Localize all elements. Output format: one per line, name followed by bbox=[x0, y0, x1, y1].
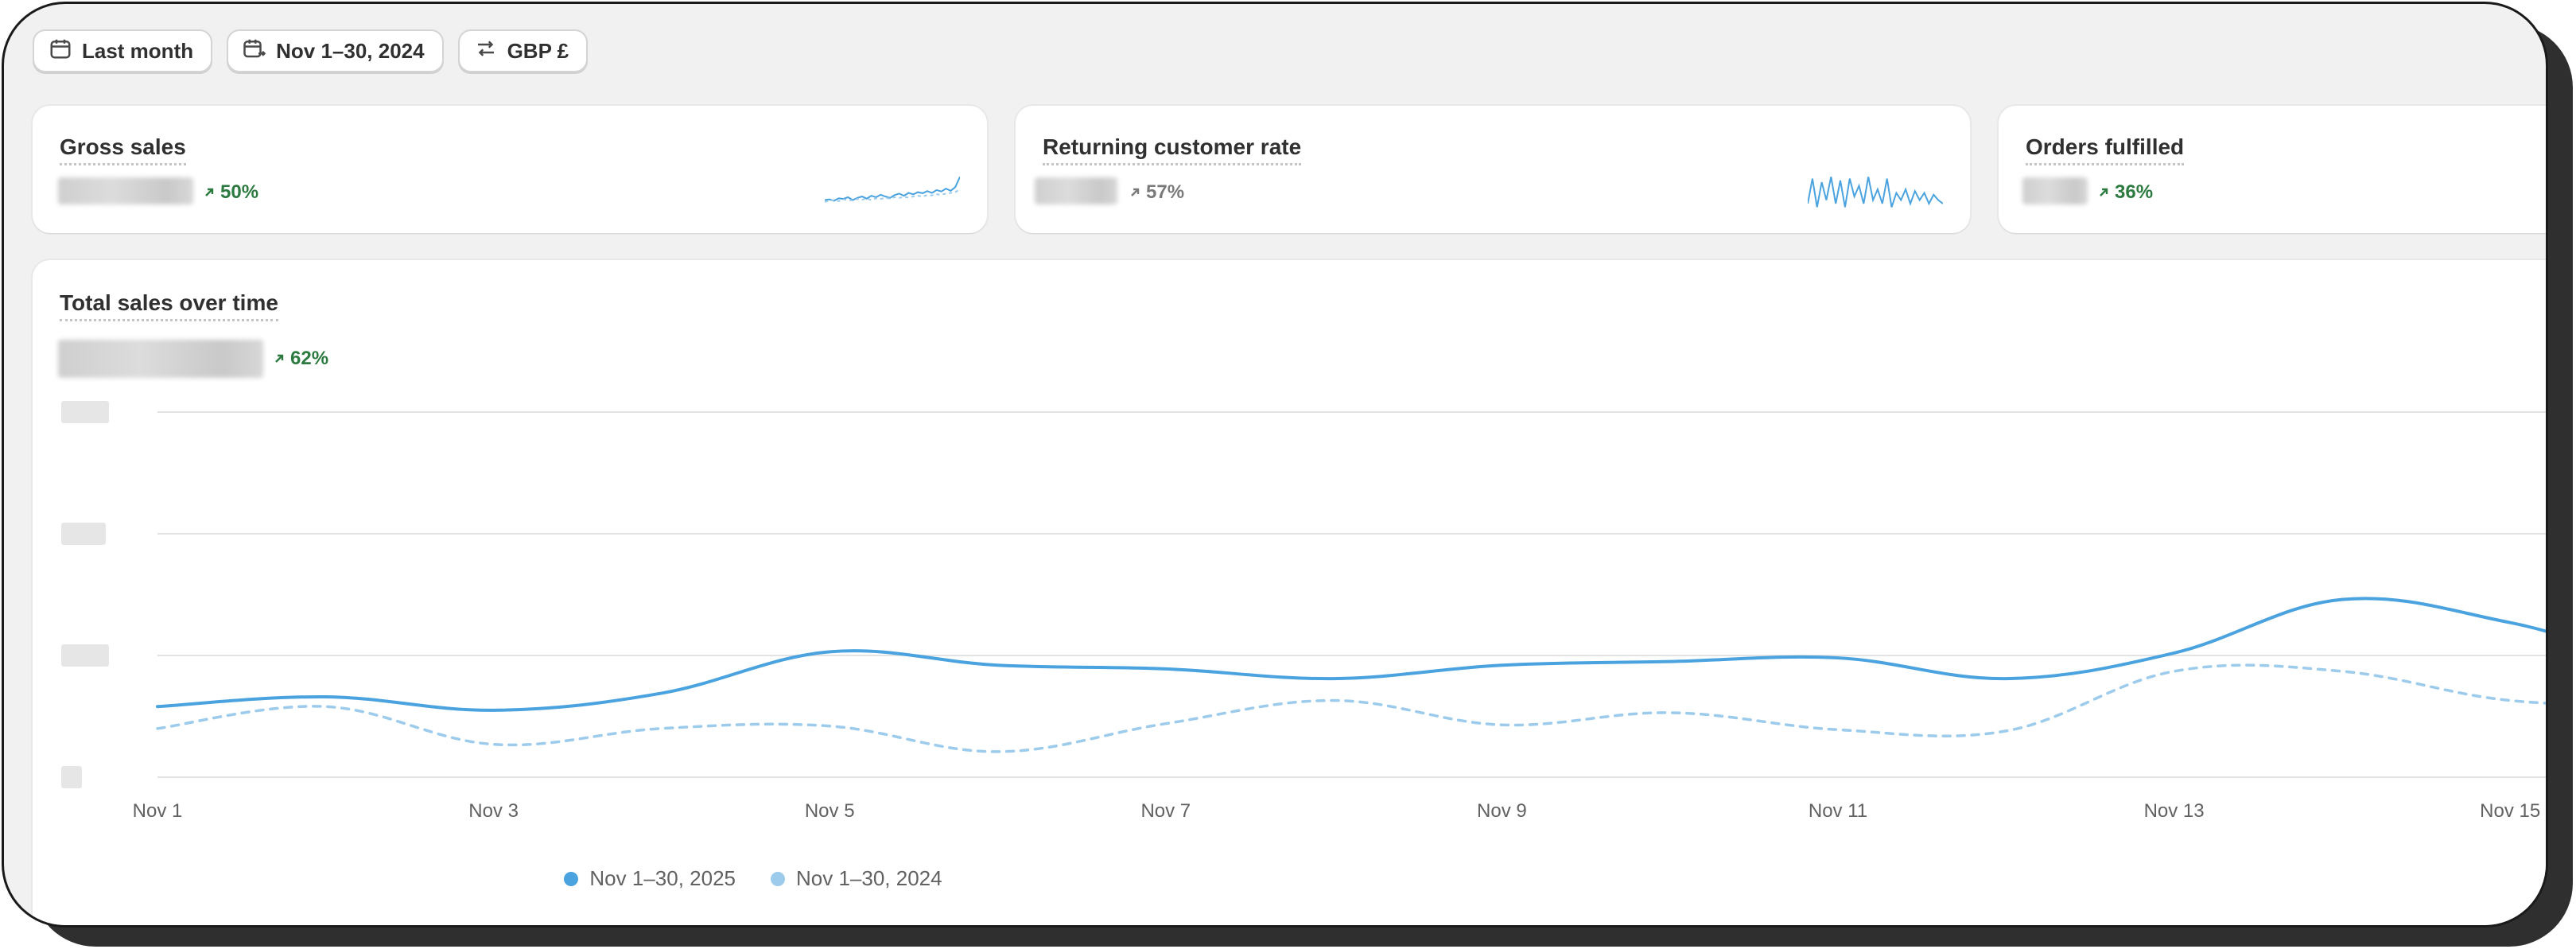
kpi-title: Returning customer rate bbox=[1043, 134, 1302, 165]
calendar-icon bbox=[49, 37, 72, 66]
redacted-y-tick bbox=[61, 401, 109, 423]
calendar-compare-icon bbox=[243, 37, 266, 66]
filter-toolbar: Last month Nov 1–30, 2024 GBP £ bbox=[33, 29, 589, 72]
legend-item-current[interactable]: Nov 1–30, 2025 bbox=[564, 866, 736, 891]
x-tick-label: Nov 11 bbox=[1809, 800, 1867, 822]
currency-filter-label: GBP £ bbox=[507, 38, 569, 63]
kpi-delta: 57% bbox=[1129, 181, 1184, 204]
x-tick-label: Nov 7 bbox=[1140, 800, 1191, 822]
kpi-card-returning-rate[interactable]: Returning customer rate 57% bbox=[1016, 106, 1970, 233]
series-line-previous[interactable] bbox=[156, 566, 2548, 753]
redacted-y-tick bbox=[61, 766, 82, 788]
redacted-value bbox=[2022, 177, 2088, 204]
arrow-up-right-icon bbox=[275, 354, 284, 363]
redacted-total bbox=[58, 340, 263, 378]
redacted-value bbox=[58, 177, 193, 204]
chart-legend: Nov 1–30, 2025 Nov 1–30, 2024 bbox=[33, 866, 1474, 891]
period-filter-button[interactable]: Last month bbox=[33, 29, 213, 72]
total-sales-card: Nov 1 Nov 3 Nov 5 Nov 7 Nov 9 Nov 11 Nov 13 Nov… bbox=[33, 260, 2548, 925]
legend-swatch bbox=[771, 871, 785, 886]
kpi-card-orders-fulfilled[interactable]: Orders fulfilled 36% bbox=[1999, 106, 2546, 233]
kpi-title: Gross sales bbox=[60, 134, 186, 165]
arrow-up-right-icon bbox=[205, 188, 214, 196]
redacted-y-tick bbox=[61, 644, 109, 667]
total-sales-chart: Nov 1 Nov 3 Nov 5 Nov 7 Nov 9 Nov 11 Nov 13 Nov… bbox=[61, 401, 2548, 822]
returning-rate-sparkline bbox=[1808, 177, 1943, 208]
total-delta-value: 62% bbox=[290, 348, 329, 369]
compare-filter-button[interactable]: Nov 1–30, 2024 bbox=[227, 29, 444, 72]
x-tick-label: Nov 5 bbox=[805, 800, 855, 822]
kpi-delta-value: 57% bbox=[1146, 181, 1185, 203]
currency-filter-button[interactable]: GBP £ bbox=[457, 29, 589, 72]
kpi-title: Orders fulfilled bbox=[2026, 134, 2185, 165]
kpi-delta: 36% bbox=[2097, 181, 2153, 204]
x-tick-label: Nov 15 bbox=[2480, 800, 2540, 822]
arrow-up-right-icon bbox=[2100, 188, 2108, 196]
analytics-window: Last month Nov 1–30, 2024 GBP £ Gross sa… bbox=[2, 2, 2548, 928]
kpi-delta: 50% bbox=[203, 181, 258, 204]
x-tick-label: Nov 3 bbox=[468, 800, 519, 822]
redacted-y-tick bbox=[61, 523, 106, 545]
x-tick-label: Nov 1 bbox=[133, 800, 183, 822]
series-line-current[interactable] bbox=[156, 453, 2548, 712]
x-tick-label: Nov 13 bbox=[2144, 800, 2205, 822]
gross-sales-sparkline bbox=[825, 176, 960, 203]
sparkline-current bbox=[825, 176, 960, 202]
sparkline-previous bbox=[825, 189, 960, 203]
sparkline-current bbox=[1808, 177, 1943, 208]
legend-label: Nov 1–30, 2025 bbox=[589, 866, 736, 890]
chart-title: Total sales over time bbox=[60, 290, 278, 321]
legend-item-previous[interactable]: Nov 1–30, 2024 bbox=[771, 866, 942, 891]
redacted-value bbox=[1035, 177, 1117, 204]
arrow-up-right-icon bbox=[1131, 188, 1140, 196]
kpi-card-gross-sales[interactable]: Gross sales 50% bbox=[33, 106, 987, 233]
x-tick-label: Nov 9 bbox=[1477, 800, 1527, 822]
kpi-delta-value: 50% bbox=[220, 181, 259, 203]
period-filter-label: Last month bbox=[82, 38, 194, 63]
currency-exchange-icon bbox=[474, 37, 498, 66]
total-delta: 62% bbox=[273, 348, 328, 370]
kpi-delta-value: 36% bbox=[2115, 181, 2154, 203]
legend-swatch bbox=[564, 871, 579, 886]
compare-filter-label: Nov 1–30, 2024 bbox=[276, 38, 425, 63]
legend-label: Nov 1–30, 2024 bbox=[796, 866, 942, 890]
